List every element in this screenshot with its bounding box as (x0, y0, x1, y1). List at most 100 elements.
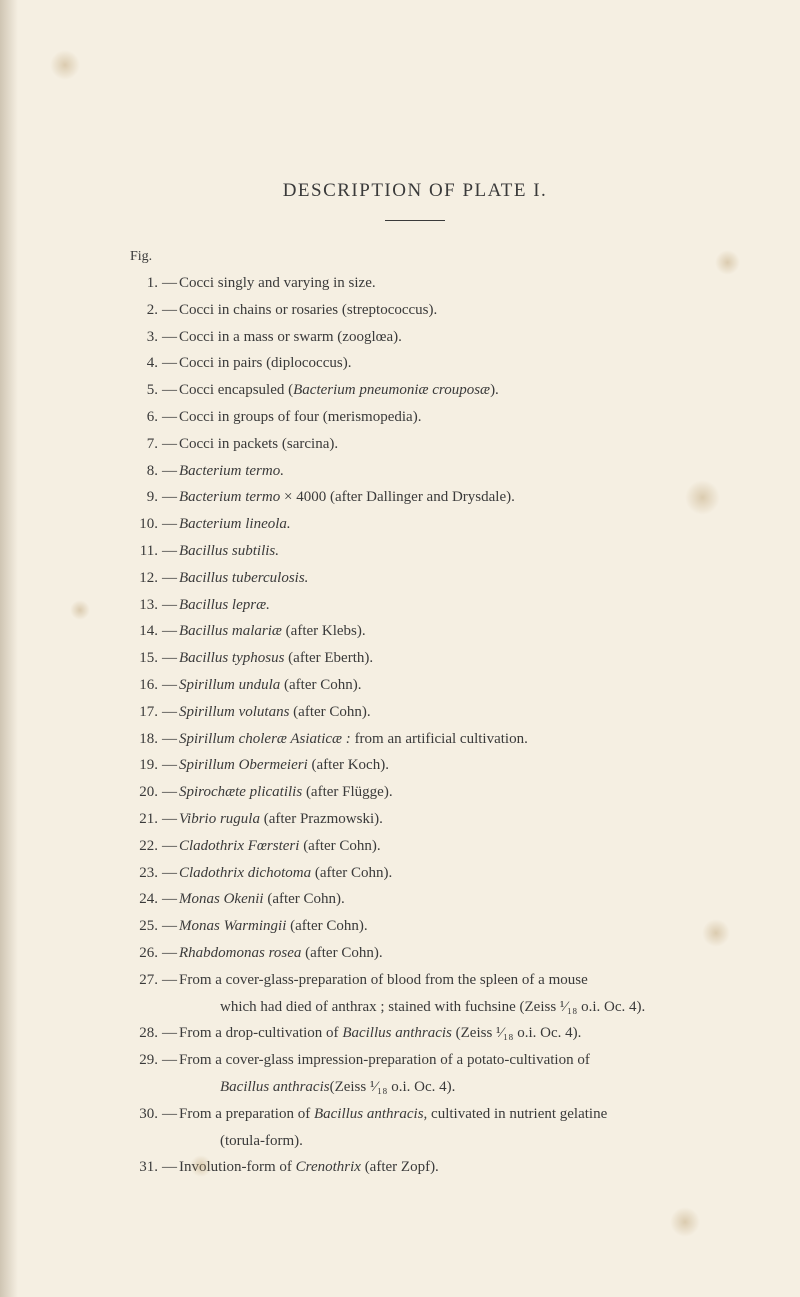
entry-text: Cladothrix Fœrsteri (after Cohn). (179, 834, 700, 860)
page-content: DESCRIPTION OF PLATE I. Fig. 1.—Cocci si… (0, 0, 800, 1297)
figure-entry: 24.—Monas Okenii (after Cohn). (130, 887, 700, 913)
entry-dash: — (158, 378, 179, 404)
entry-dash: — (158, 780, 179, 806)
figure-entry: 12.—Bacillus tuberculosis. (130, 566, 700, 592)
entry-number: 29. (130, 1048, 158, 1074)
entry-dash: — (158, 861, 179, 887)
entry-dash: — (158, 512, 179, 538)
entry-number: 6. (130, 405, 158, 431)
entry-number: 12. (130, 566, 158, 592)
figure-entry: 27.—From a cover-glass-preparation of bl… (130, 968, 700, 994)
figure-entry: 18.—Spirillum choleræ Asiaticæ : from an… (130, 727, 700, 753)
entry-number: 22. (130, 834, 158, 860)
entry-number: 3. (130, 325, 158, 351)
entry-continuation: Bacillus anthracis (Zeiss ¹⁄₁₈ o.i. Oc. … (130, 1075, 700, 1101)
entry-number: 15. (130, 646, 158, 672)
entry-number: 30. (130, 1102, 158, 1128)
entry-text: Cladothrix dichotoma (after Cohn). (179, 861, 700, 887)
title-divider (385, 220, 445, 221)
figure-entry: 31.—Involution-form of Crenothrix (after… (130, 1155, 700, 1181)
entry-number: 17. (130, 700, 158, 726)
entry-dash: — (158, 485, 179, 511)
entry-text: Spirochæte plicatilis (after Flügge). (179, 780, 700, 806)
entry-number: 10. (130, 512, 158, 538)
entry-text: Vibrio rugula (after Prazmowski). (179, 807, 700, 833)
entry-text: Bacterium termo. (179, 459, 700, 485)
entry-number: 14. (130, 619, 158, 645)
figure-entry: 6.—Cocci in groups of four (merismopedia… (130, 405, 700, 431)
entry-dash: — (158, 727, 179, 753)
figure-entries: 1.—Cocci singly and varying in size.2.—C… (130, 271, 700, 1181)
figure-entry: 10.—Bacterium lineola. (130, 512, 700, 538)
figure-entry: 23.—Cladothrix dichotoma (after Cohn). (130, 861, 700, 887)
entry-text: From a cover-glass impression-preparatio… (179, 1048, 700, 1074)
entry-text: Involution-form of Crenothrix (after Zop… (179, 1155, 700, 1181)
entry-text: Monas Warmingii (after Cohn). (179, 914, 700, 940)
entry-dash: — (158, 271, 179, 297)
entry-number: 26. (130, 941, 158, 967)
figure-entry: 8.—Bacterium termo. (130, 459, 700, 485)
entry-dash: — (158, 700, 179, 726)
entry-text: Cocci in pairs (diplococcus). (179, 351, 700, 377)
entry-number: 4. (130, 351, 158, 377)
entry-text: Bacterium termo × 4000 (after Dallinger … (179, 485, 700, 511)
entry-text: Cocci singly and varying in size. (179, 271, 700, 297)
entry-dash: — (158, 405, 179, 431)
figure-entry: 4.—Cocci in pairs (diplococcus). (130, 351, 700, 377)
entry-number: 20. (130, 780, 158, 806)
figure-entry: 26.—Rhabdomonas rosea (after Cohn). (130, 941, 700, 967)
entry-text: Cocci in packets (sarcina). (179, 432, 700, 458)
figure-entry: 30.—From a preparation of Bacillus anthr… (130, 1102, 700, 1128)
entry-number: 1. (130, 271, 158, 297)
entry-text: Bacillus lepræ. (179, 593, 700, 619)
figure-entry: 3.—Cocci in a mass or swarm (zooglœa). (130, 325, 700, 351)
figure-entry: 2.—Cocci in chains or rosaries (streptoc… (130, 298, 700, 324)
entry-number: 19. (130, 753, 158, 779)
entry-dash: — (158, 539, 179, 565)
entry-text: Bacillus typhosus (after Eberth). (179, 646, 700, 672)
figure-entry: 14.—Bacillus malariæ (after Klebs). (130, 619, 700, 645)
entry-text: Spirillum volutans (after Cohn). (179, 700, 700, 726)
figure-entry: 21.—Vibrio rugula (after Prazmowski). (130, 807, 700, 833)
figure-entry: 19.—Spirillum Obermeieri (after Koch). (130, 753, 700, 779)
entry-dash: — (158, 914, 179, 940)
entry-dash: — (158, 432, 179, 458)
entry-dash: — (158, 1155, 179, 1181)
entry-dash: — (158, 834, 179, 860)
entry-text: From a drop-cultivation of Bacillus anth… (179, 1021, 700, 1047)
entry-dash: — (158, 673, 179, 699)
entry-text: Spirillum choleræ Asiaticæ : from an art… (179, 727, 700, 753)
entry-number: 9. (130, 485, 158, 511)
entry-number: 31. (130, 1155, 158, 1181)
figure-entry: 11.—Bacillus subtilis. (130, 539, 700, 565)
entry-dash: — (158, 968, 179, 994)
entry-text: Rhabdomonas rosea (after Cohn). (179, 941, 700, 967)
figure-entry: 25.—Monas Warmingii (after Cohn). (130, 914, 700, 940)
entry-number: 13. (130, 593, 158, 619)
entry-dash: — (158, 753, 179, 779)
entry-number: 11. (130, 539, 158, 565)
figure-entry: 7.—Cocci in packets (sarcina). (130, 432, 700, 458)
figure-entry: 22.—Cladothrix Fœrsteri (after Cohn). (130, 834, 700, 860)
entry-text: Spirillum undula (after Cohn). (179, 673, 700, 699)
entry-dash: — (158, 807, 179, 833)
entry-dash: — (158, 351, 179, 377)
entry-text: Cocci in groups of four (merismopedia). (179, 405, 700, 431)
entry-text: Monas Okenii (after Cohn). (179, 887, 700, 913)
entry-dash: — (158, 646, 179, 672)
figure-entry: 17.—Spirillum volutans (after Cohn). (130, 700, 700, 726)
figure-entry: 28.—From a drop-cultivation of Bacillus … (130, 1021, 700, 1047)
entry-number: 24. (130, 887, 158, 913)
entry-dash: — (158, 887, 179, 913)
entry-text: From a cover-glass-preparation of blood … (179, 968, 700, 994)
entry-dash: — (158, 619, 179, 645)
entry-number: 5. (130, 378, 158, 404)
entry-text: From a preparation of Bacillus anthracis… (179, 1102, 700, 1128)
figure-entry: 29.—From a cover-glass impression-prepar… (130, 1048, 700, 1074)
entry-number: 7. (130, 432, 158, 458)
entry-text: Bacterium lineola. (179, 512, 700, 538)
figure-entry: 9.—Bacterium termo × 4000 (after Dalling… (130, 485, 700, 511)
entry-dash: — (158, 941, 179, 967)
entry-dash: — (158, 1048, 179, 1074)
entry-number: 21. (130, 807, 158, 833)
